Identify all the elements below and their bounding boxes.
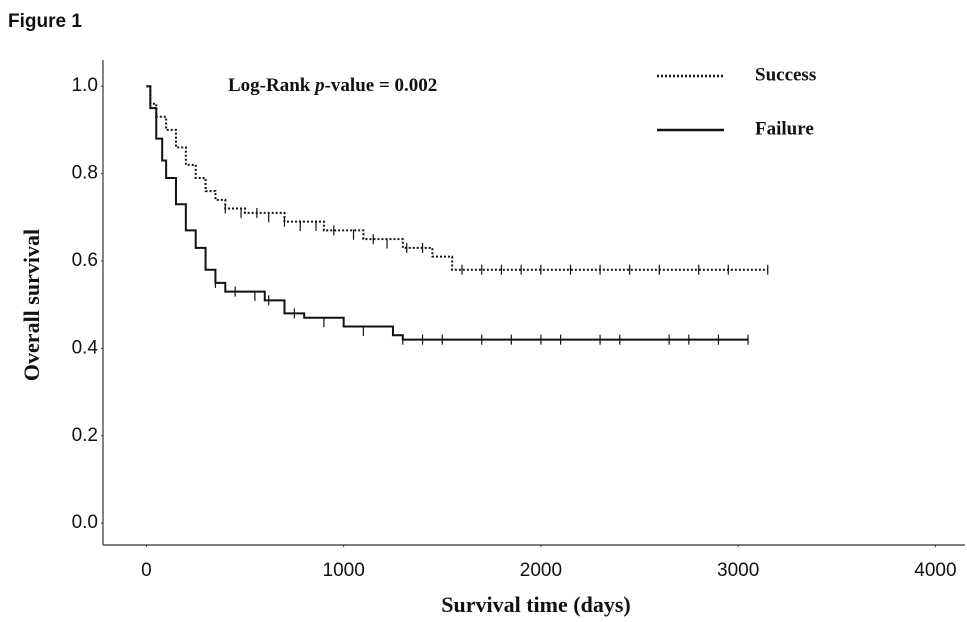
annotation-part: Log-Rank (228, 75, 315, 96)
y-tick-label: 0.2 (72, 425, 98, 446)
survival-curve (146, 85, 768, 271)
chart-title: Figure 1 (8, 11, 82, 32)
x-tick-label: 0 (141, 560, 152, 581)
y-tick-label: 1.0 (72, 75, 98, 96)
annotation-part: -value = 0.002 (325, 75, 438, 96)
y-axis-label: Overall survival (19, 229, 44, 381)
annotation: Log-Rank p-value = 0.002 (228, 75, 437, 96)
x-tick-label: 1000 (323, 560, 365, 581)
x-tick-label: 2000 (520, 560, 562, 581)
y-tick-label: 0.4 (72, 337, 99, 358)
x-tick-label: 4000 (914, 560, 956, 581)
x-tick-label: 3000 (717, 560, 759, 581)
survival-curve (146, 85, 749, 341)
annotation-part: p (313, 75, 325, 96)
y-tick-label: 0.8 (72, 163, 98, 184)
y-tick-label: 0.6 (72, 250, 98, 271)
x-axis-label: Survival time (days) (441, 592, 630, 617)
y-tick-label: 0.0 (72, 512, 98, 533)
legend-label: Success (755, 64, 816, 85)
legend-label: Failure (755, 118, 814, 139)
